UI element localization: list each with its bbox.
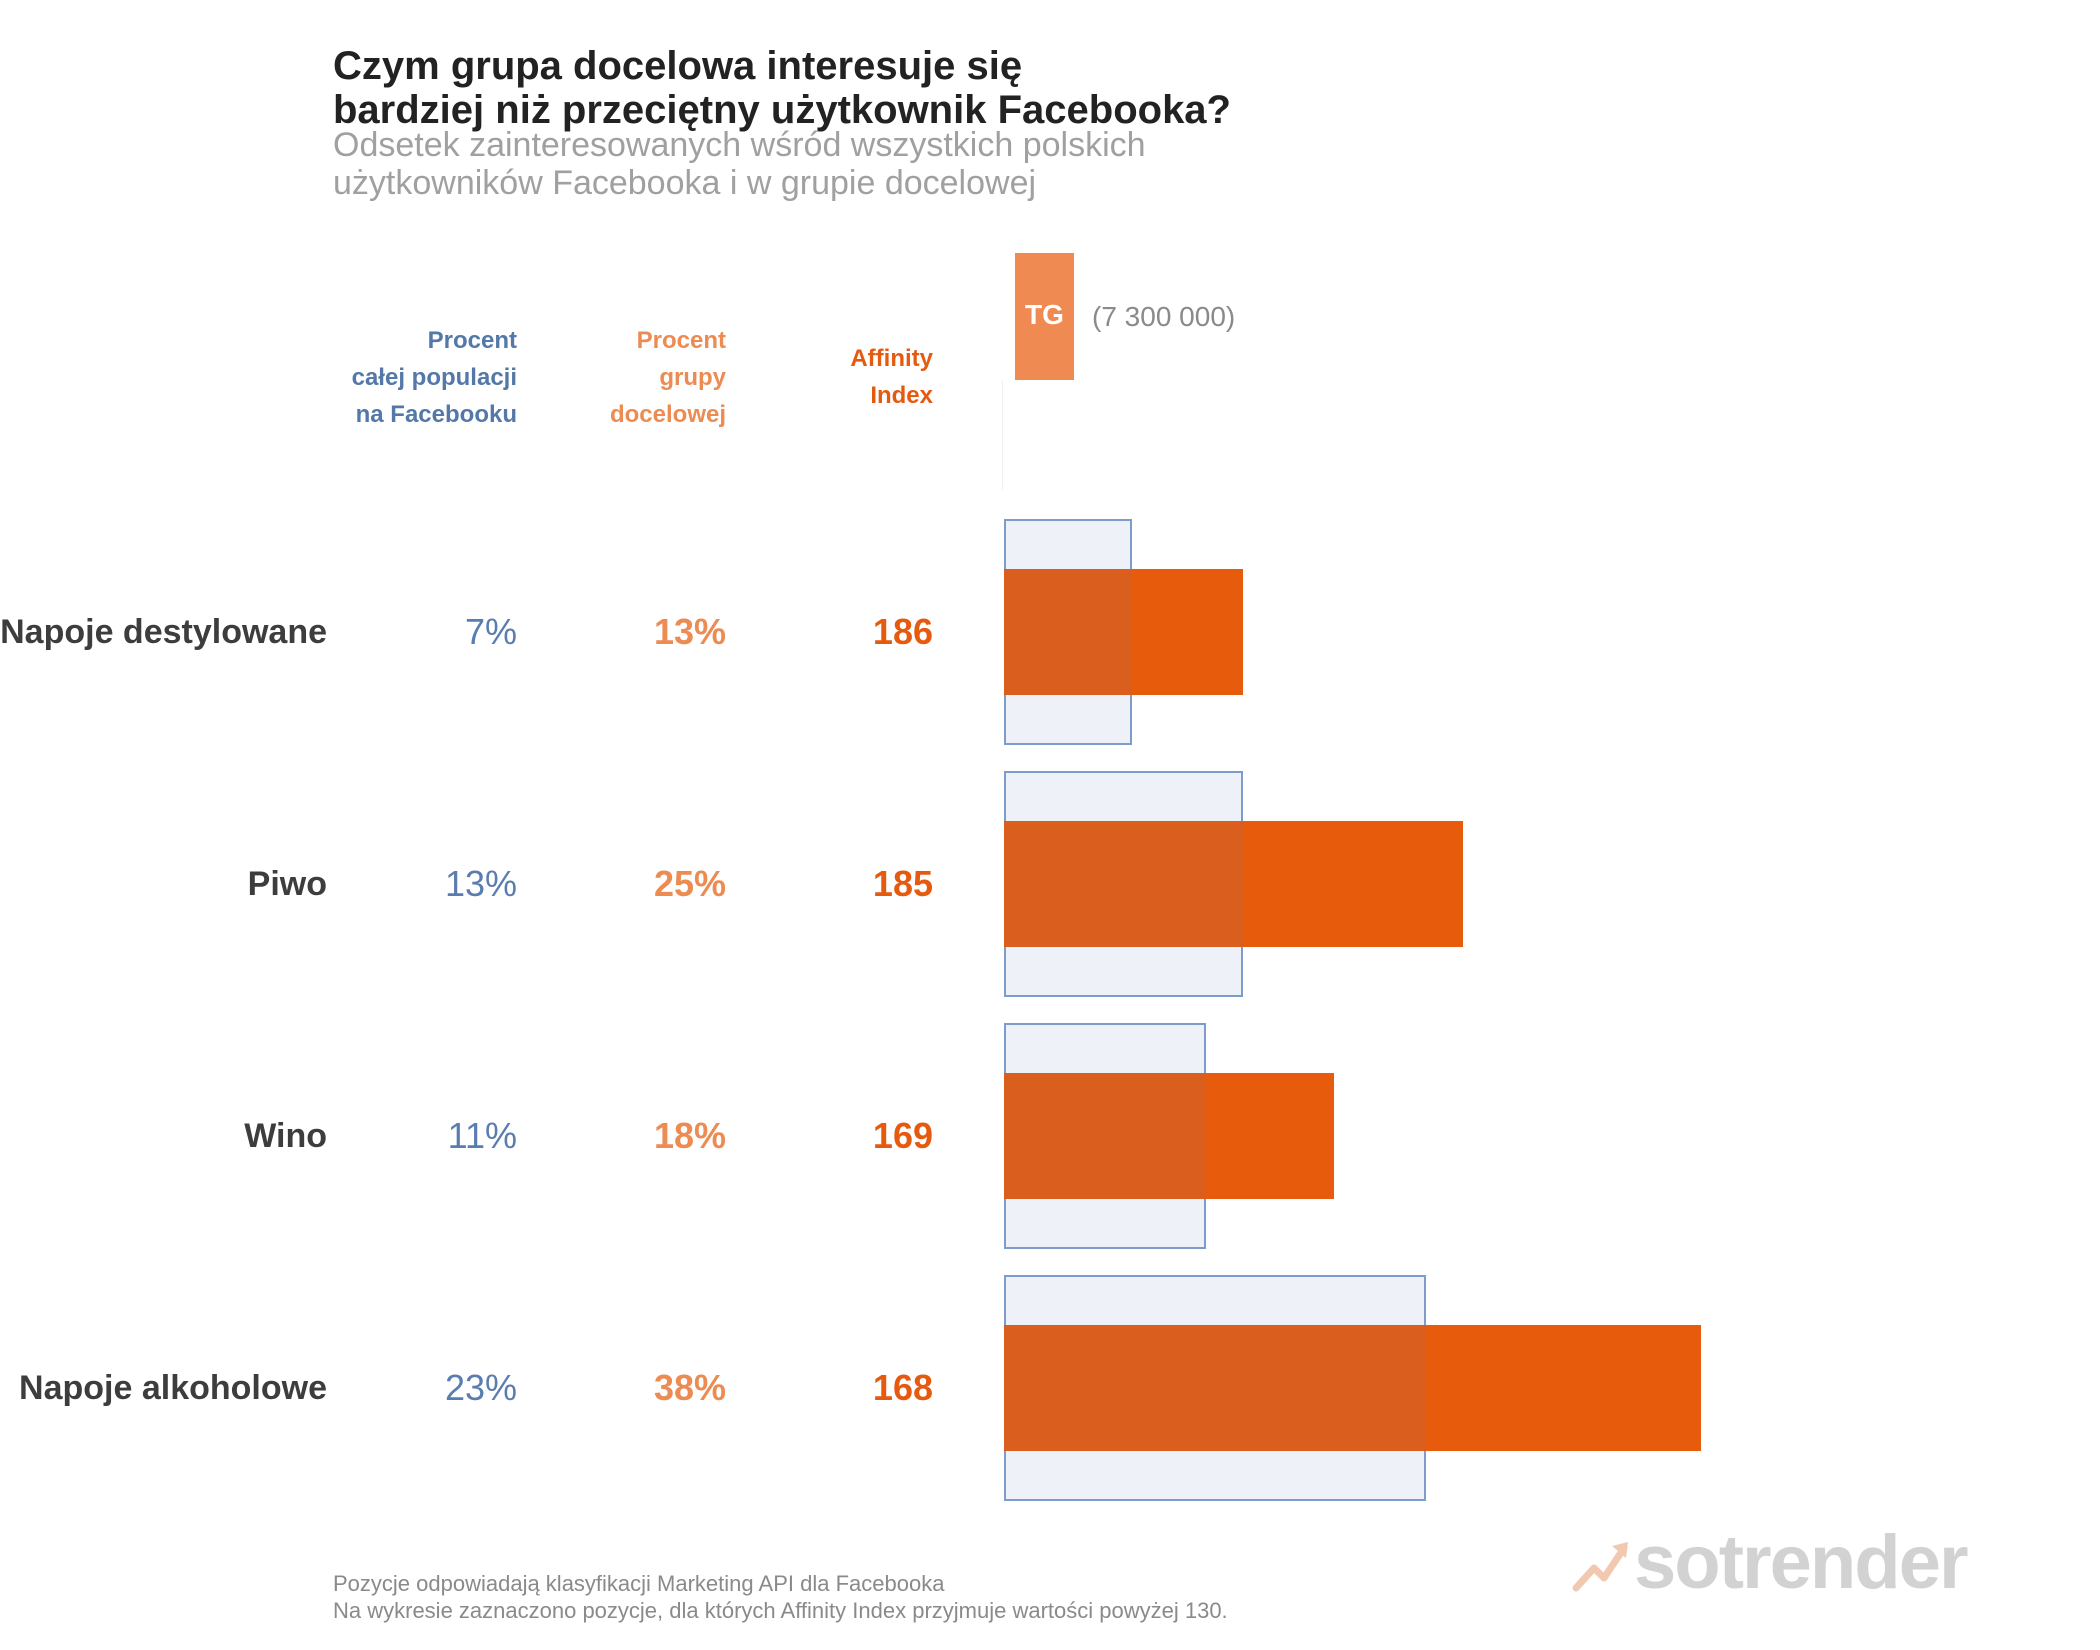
footer-line-2: Na wykresie zaznaczono pozycje, dla któr…: [333, 1598, 1228, 1623]
target-group-value: 25%: [653, 863, 726, 904]
population-value: 7%: [464, 611, 517, 652]
target-group-value: 13%: [653, 611, 726, 652]
header-target-group-line-2: grupy: [659, 364, 726, 391]
header-affinity-line-2: Index: [870, 382, 933, 409]
target-group-value: 38%: [653, 1367, 726, 1408]
affinity-index-value: 186: [872, 611, 933, 652]
header-population-line-1: Procent: [427, 327, 517, 354]
chart-subtitle: Odsetek zainteresowanych wśród wszystkic…: [333, 126, 1633, 202]
chart-title-line-2: bardziej niż przeciętny użytkownik Faceb…: [333, 88, 1231, 132]
row-label: Napoje alkoholowe: [19, 1369, 327, 1407]
chart-subtitle-line-2: użytkowników Facebooka i w grupie docelo…: [333, 164, 1037, 202]
row-label: Wino: [244, 1117, 327, 1155]
tg-legend-box: TG: [1015, 253, 1074, 380]
header-affinity-line-1: Affinity: [850, 345, 933, 372]
population-value: 13%: [444, 863, 517, 904]
header-population: Procent całej populacji na Facebooku: [352, 322, 517, 433]
chart-title: Czym grupa docelowa interesuje się bardz…: [333, 44, 1633, 132]
row-label: Piwo: [247, 865, 327, 903]
affinity-index-value: 169: [872, 1115, 933, 1156]
bar-overlap: [1004, 821, 1243, 947]
bar-overlap: [1004, 1325, 1427, 1451]
affinity-index-value: 185: [872, 863, 933, 904]
affinity-index-value: 168: [872, 1367, 933, 1408]
population-value: 23%: [444, 1367, 517, 1408]
tg-legend-label: TG: [1025, 299, 1064, 330]
trend-arrow-icon: [1572, 1542, 1628, 1592]
bar-overlap: [1004, 569, 1133, 695]
footer-line-1: Pozycje odpowiadają klasyfikacji Marketi…: [333, 1571, 945, 1596]
header-target-group-line-3: docelowej: [609, 401, 726, 428]
sotrender-logo: sotrender: [1572, 1520, 1969, 1605]
header-population-line-3: na Facebooku: [355, 401, 517, 428]
target-group-value: 18%: [653, 1115, 726, 1156]
population-value: 11%: [447, 1115, 517, 1156]
header-affinity-index: Affinity Index: [850, 340, 933, 414]
chart-subtitle-line-1: Odsetek zainteresowanych wśród wszystkic…: [333, 126, 1146, 164]
tg-size-label: (7 300 000): [1092, 301, 1236, 332]
row-label: Napoje destylowane: [0, 613, 327, 651]
header-target-group: Procent grupy docelowej: [610, 322, 726, 433]
chart-title-line-1: Czym grupa docelowa interesuje się: [333, 44, 1023, 88]
logo-text: sotrender: [1634, 1520, 1969, 1605]
footer-notes: Pozycje odpowiadają klasyfikacji Marketi…: [333, 1570, 1228, 1624]
axis-line: [1002, 380, 1003, 490]
header-population-line-2: całej populacji: [351, 364, 517, 391]
bar-overlap: [1004, 1073, 1206, 1199]
header-target-group-line-1: Procent: [636, 327, 726, 354]
